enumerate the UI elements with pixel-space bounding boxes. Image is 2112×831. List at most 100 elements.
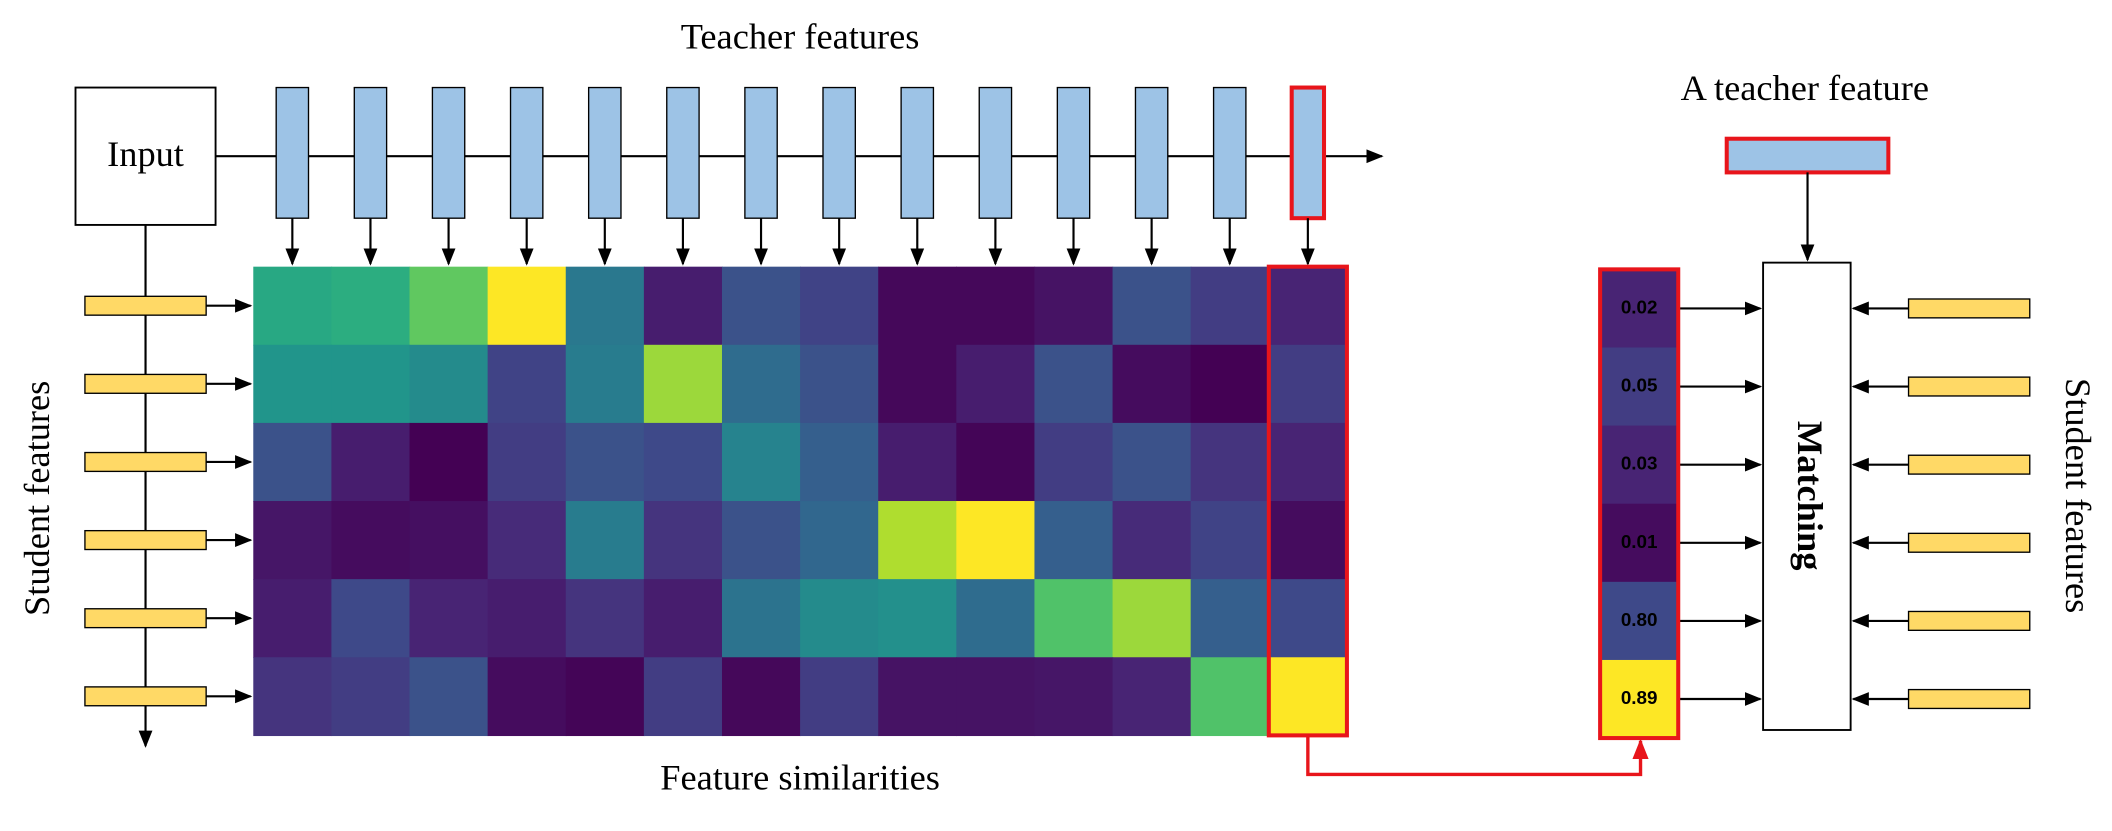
teacher-bar — [900, 86, 935, 219]
heatmap-cell — [253, 344, 333, 424]
heatmap-cell — [565, 344, 645, 424]
heatmap-cell — [253, 422, 333, 502]
heatmap-cell — [331, 266, 411, 346]
score-cell — [1600, 503, 1679, 583]
student-right-label: Student features — [2058, 378, 2098, 613]
score-cell — [1600, 425, 1679, 505]
heatmap-cell — [1034, 657, 1114, 737]
heatmap-cell — [331, 657, 411, 737]
student-bar — [84, 451, 207, 473]
heatmap-cell — [487, 266, 567, 346]
teacher-bar — [1289, 85, 1327, 221]
score-label: 0.05 — [1621, 375, 1658, 396]
matching-box — [1762, 261, 1852, 731]
heatmap-cell — [643, 657, 723, 737]
heatmap-cell — [565, 501, 645, 580]
single-teacher-bar — [1724, 136, 1891, 175]
heatmap-cell — [1190, 344, 1270, 424]
heatmap-cell — [721, 422, 801, 502]
student-left-label: Student features — [17, 381, 57, 616]
heatmap-cell — [565, 422, 645, 502]
heatmap-cell — [878, 501, 958, 580]
heatmap-cell — [331, 501, 411, 580]
heatmap-cell — [800, 422, 879, 502]
heatmap-cell — [1112, 501, 1192, 580]
score-label: 0.80 — [1621, 609, 1658, 630]
heatmap-cell — [1268, 579, 1348, 658]
heatmap-cell — [1190, 579, 1270, 658]
teacher-title: Teacher features — [681, 17, 920, 57]
score-cell — [1600, 581, 1679, 661]
heatmap-cell — [643, 579, 723, 658]
student-bar — [1907, 610, 2031, 631]
teacher-bar — [587, 86, 622, 219]
teacher-bar — [431, 86, 466, 219]
heatmap-cell — [721, 579, 801, 658]
heatmap-cell — [800, 501, 879, 580]
heatmap-cell — [800, 266, 879, 346]
heatmap-cell — [1034, 422, 1114, 502]
heatmap-cell — [643, 266, 723, 346]
heatmap-cell — [487, 579, 567, 658]
heatmap-cell — [721, 501, 801, 580]
heatmap-cell — [800, 657, 879, 737]
heatmap-cell — [878, 266, 958, 346]
student-bar — [84, 686, 207, 707]
teacher-bar — [509, 86, 544, 219]
highlight-box — [1266, 264, 1349, 738]
heatmap-cell — [1112, 579, 1192, 658]
student-bar — [1907, 298, 2031, 319]
heatmap-cell — [721, 344, 801, 424]
heatmap-cell — [956, 422, 1036, 502]
heatmap-cell — [409, 266, 489, 346]
heatmap-cell — [1112, 422, 1192, 502]
heatmap-cell — [253, 657, 333, 737]
teacher-bar — [353, 86, 388, 219]
input-label: Input — [107, 134, 184, 174]
teacher-bar — [822, 86, 856, 219]
heatmap-cell — [721, 266, 801, 346]
heatmap-cell — [331, 579, 411, 658]
score-label: 0.03 — [1621, 453, 1658, 474]
student-bar — [84, 295, 207, 316]
heatmap-cell — [409, 344, 489, 424]
heatmap-cell — [565, 579, 645, 658]
heatmap-cell — [1268, 657, 1348, 737]
score-cell — [1600, 659, 1679, 739]
heatmap-cell — [956, 501, 1036, 580]
heatmap-cell — [487, 344, 567, 424]
score-label: 0.89 — [1621, 687, 1658, 708]
heatmap-cell — [1034, 266, 1114, 346]
red-connector — [1306, 735, 1649, 777]
student-bar — [1907, 688, 2031, 710]
student-bar — [84, 529, 207, 551]
heatmap-cell — [253, 579, 333, 658]
student-bar — [1907, 532, 2031, 553]
heatmap-cell — [878, 344, 958, 424]
teacher-bar — [666, 86, 700, 219]
heatmap-cell — [878, 422, 958, 502]
heatmap-cell — [878, 579, 958, 658]
heatmap-cell — [1034, 501, 1114, 580]
heatmap-cell — [1034, 579, 1114, 658]
teacher-bar — [1056, 86, 1091, 219]
heatmap-cell — [956, 344, 1036, 424]
student-bar — [84, 608, 207, 629]
heatmap-cell — [253, 501, 333, 580]
heatmap-cell — [253, 266, 333, 346]
heatmap-cell — [409, 501, 489, 580]
heatmap-cell — [1112, 344, 1192, 424]
heatmap-cell — [1268, 344, 1348, 424]
score-label: 0.01 — [1621, 531, 1658, 552]
heatmap-cell — [409, 579, 489, 658]
score-label: 0.02 — [1621, 296, 1658, 317]
heatmap-cell — [331, 422, 411, 502]
heatmap-cell — [1112, 657, 1192, 737]
teacher-bar — [1134, 86, 1169, 219]
heatmap-cell — [409, 657, 489, 737]
heatmap-cell — [565, 266, 645, 346]
heatmap-cell — [1190, 501, 1270, 580]
heatmap-cell — [487, 501, 567, 580]
heatmap-cell — [956, 266, 1036, 346]
student-bar — [1907, 376, 2031, 397]
